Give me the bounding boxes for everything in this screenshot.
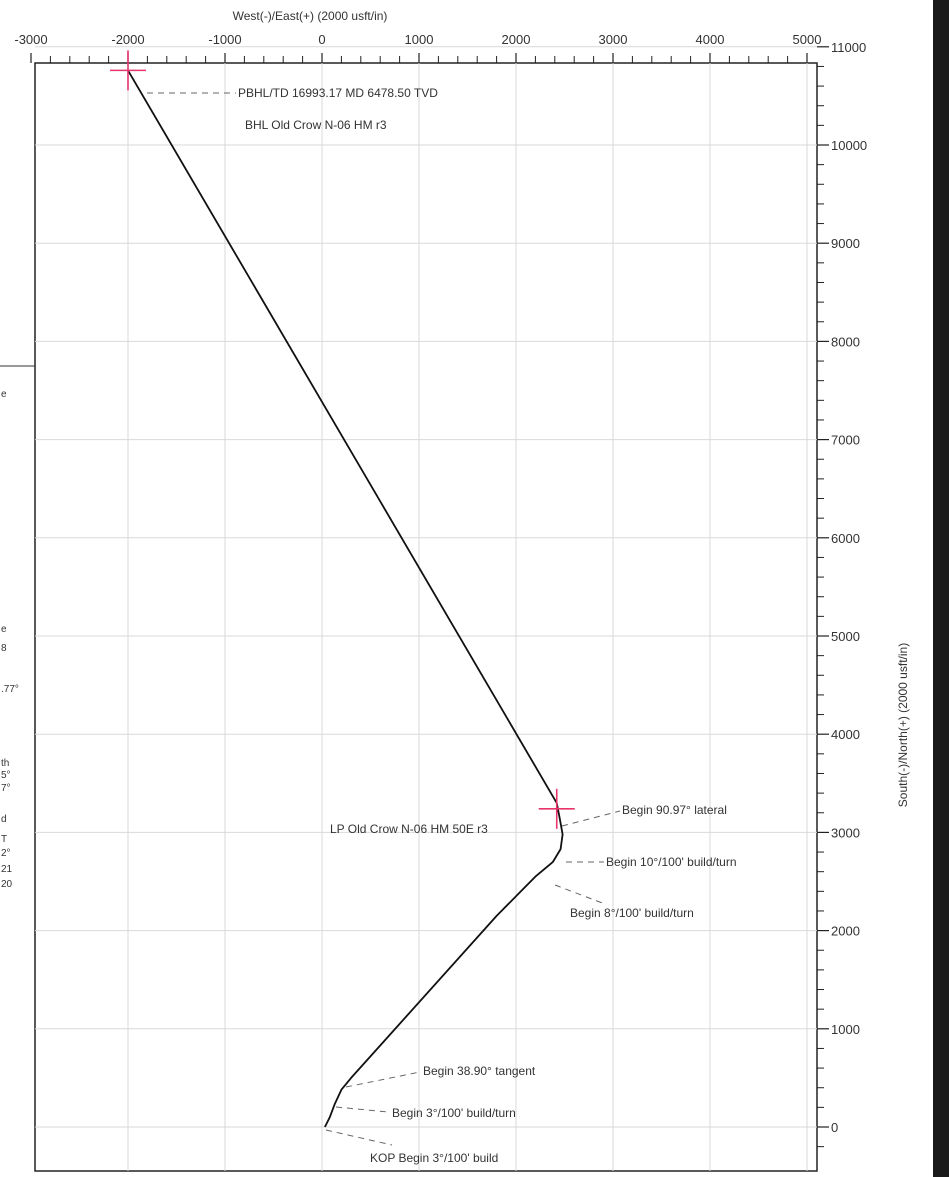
y-tick-label-4: 7000 — [831, 433, 860, 448]
annotation-label-5: Begin 8°/100' build/turn — [570, 906, 694, 920]
left-fragment-text-5: 5° — [1, 770, 11, 781]
well-path-line-0 — [127, 69, 564, 1128]
x-tick-label-5: 2000 — [502, 32, 531, 47]
annotation-label-8: KOP Begin 3°/100' build — [370, 1151, 498, 1165]
x-tick-label-8: 5000 — [793, 32, 822, 47]
y-axis-title: South(-)/North(+) (2000 usft/in) — [896, 643, 910, 807]
annotation-label-4: Begin 10°/100' build/turn — [606, 855, 737, 869]
annotation-label-1: BHL Old Crow N-06 HM r3 — [245, 118, 387, 132]
annotation-label-3: LP Old Crow N-06 HM 50E r3 — [330, 822, 488, 836]
annotation-leader-8 — [325, 1129, 393, 1146]
annotation-leader-7 — [335, 1106, 389, 1113]
left-fragment-text-3: .77° — [1, 684, 19, 695]
y-tick-label-10: 1000 — [831, 1022, 860, 1037]
annotation-leader-5 — [554, 884, 606, 905]
y-tick-label-3: 8000 — [831, 334, 860, 349]
y-tick-label-6: 5000 — [831, 629, 860, 644]
x-tick-label-3: 0 — [318, 32, 325, 47]
y-tick-label-8: 3000 — [831, 825, 860, 840]
x-tick-label-2: -1000 — [208, 32, 241, 47]
annotation-label-7: Begin 3°/100' build/turn — [392, 1106, 516, 1120]
left-fragment-text-9: 2° — [1, 848, 11, 859]
y-tick-label-0: 11000 — [831, 40, 866, 55]
y-tick-label-9: 2000 — [831, 924, 860, 939]
left-fragment-text-8: T — [1, 834, 7, 845]
grid — [35, 46, 817, 1171]
annotation-label-0: PBHL/TD 16993.17 MD 6478.50 TVD — [238, 86, 438, 100]
x-axis-title: West(-)/East(+) (2000 usft/in) — [233, 9, 388, 23]
y-tick-label-5: 6000 — [831, 531, 860, 546]
annotation-leaders — [147, 92, 621, 1146]
x-tick-label-4: 1000 — [405, 32, 434, 47]
plot-area — [34, 62, 818, 1172]
left-panel-fragments: e e 8 .77° th5° 7° dT 2° 21 20 — [1, 389, 19, 890]
y-tick-label-7: 4000 — [831, 727, 860, 742]
annotation-leader-6 — [345, 1071, 421, 1088]
annotation-label-6: Begin 38.90° tangent — [423, 1064, 536, 1078]
right-border-bar — [933, 0, 949, 1177]
left-fragment-text-2: 8 — [1, 643, 7, 654]
left-fragment-text-4: th — [1, 758, 9, 769]
annotation-label-2: Begin 90.97° lateral — [622, 803, 727, 817]
y-tick-label-2: 9000 — [831, 236, 860, 251]
series-layer — [127, 69, 564, 1128]
left-fragment-text-0: e — [1, 389, 7, 400]
y-tick-label-11: 0 — [831, 1120, 838, 1135]
annotation-leader-2 — [561, 810, 621, 827]
y-tick-label-1: 10000 — [831, 138, 867, 153]
x-tick-label-6: 3000 — [599, 32, 628, 47]
left-fragment-text-1: e — [1, 624, 7, 635]
left-fragment-text-11: 20 — [1, 879, 13, 890]
x-tick-label-1: -2000 — [111, 32, 144, 47]
axes: -3000 -2000 -1000 0 1000 2000 3000 4000 5000 1100… — [14, 32, 867, 1148]
annotations: PBHL/TD 16993.17 MD 6478.50 TVD BHL Old C… — [238, 86, 737, 1165]
left-fragment-text-10: 21 — [1, 864, 13, 875]
left-fragment-text-7: d — [1, 814, 7, 825]
target-markers — [110, 50, 575, 829]
left-fragment-text-6: 7° — [1, 783, 11, 794]
x-tick-label-7: 4000 — [696, 32, 725, 47]
x-tick-label-0: -3000 — [14, 32, 47, 47]
